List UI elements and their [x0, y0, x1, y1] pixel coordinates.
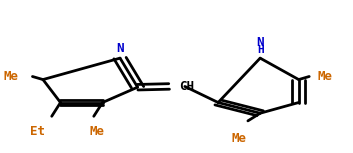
Text: Et: Et: [30, 125, 45, 138]
Text: H: H: [257, 45, 264, 55]
Text: Me: Me: [318, 70, 333, 83]
Text: Me: Me: [90, 125, 105, 138]
Text: Me: Me: [232, 132, 247, 145]
Text: N: N: [116, 42, 124, 55]
Text: Me: Me: [4, 70, 18, 83]
Text: CH: CH: [180, 80, 195, 93]
Text: N: N: [256, 36, 264, 49]
